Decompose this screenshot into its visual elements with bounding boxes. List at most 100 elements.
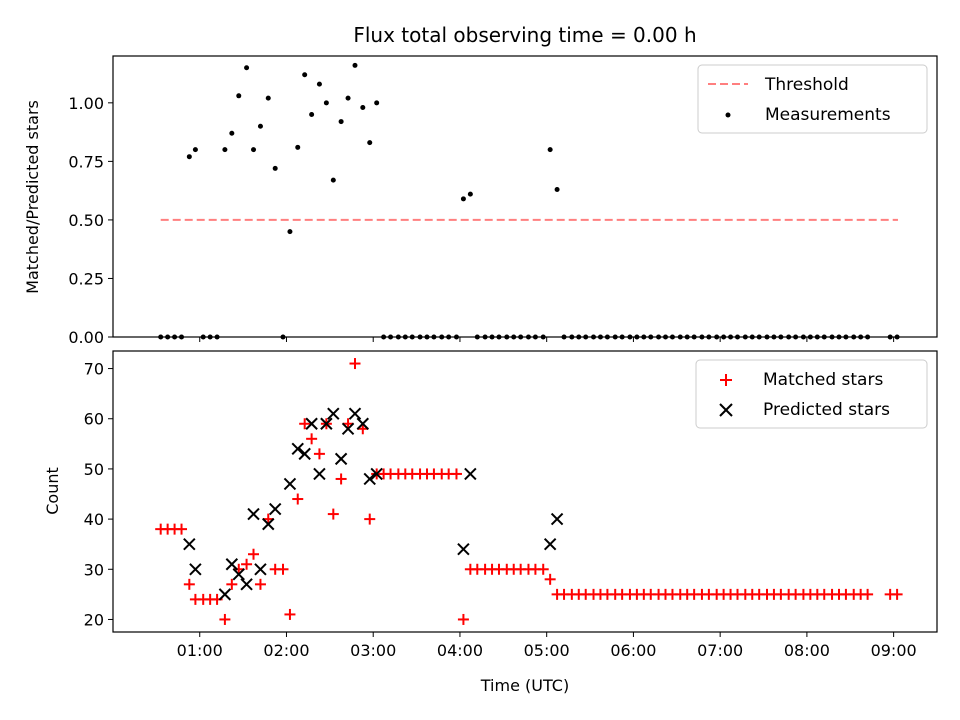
matched-star-point: [176, 523, 188, 535]
measurement-point: [251, 147, 257, 153]
y-tick-label: 40: [84, 510, 104, 529]
measurement-point: [222, 147, 228, 153]
predicted-star-point: [334, 452, 348, 466]
predicted-star-point: [247, 507, 260, 521]
ratio-y-axis-label: Matched/Predicted stars: [23, 100, 42, 294]
legend-predicted-label: Predicted stars: [763, 400, 890, 420]
measurement-point: [547, 147, 553, 153]
measurement-point: [309, 112, 315, 118]
y-tick-label: 0.75: [68, 152, 104, 171]
predicted-stars-markers: [183, 407, 564, 601]
x-tick-label: 08:00: [784, 641, 830, 660]
count-panel: 20 30 40 50 60 70 01:00 02:00 03:00 04:00 05:00 06…: [43, 350, 938, 695]
ratio-legend: Threshold Measurements: [697, 64, 928, 134]
predicted-star-point: [291, 442, 304, 456]
measurement-point: [330, 177, 336, 183]
y-tick-label: 50: [84, 460, 104, 479]
measurement-point: [295, 144, 301, 150]
predicted-star-point: [356, 417, 370, 430]
x-tick-label: 01:00: [177, 641, 223, 660]
x-tick-label: 02:00: [263, 641, 309, 660]
legend-matched-label: Matched stars: [763, 370, 883, 390]
y-tick-label: 0.25: [68, 269, 104, 288]
measurement-point: [467, 191, 473, 197]
measurement-point: [352, 62, 358, 68]
x-tick-label: 06:00: [610, 641, 656, 660]
predicted-star-point: [189, 563, 202, 576]
predicted-star-point: [363, 472, 376, 486]
predicted-star-point: [298, 447, 311, 461]
matched-star-point: [891, 588, 903, 600]
x-tick-label: 03:00: [350, 641, 396, 660]
measurement-point: [316, 81, 322, 87]
matched-star-point: [537, 563, 549, 575]
predicted-star-point: [543, 537, 557, 551]
legend-threshold-label: Threshold: [764, 75, 849, 95]
predicted-star-point: [183, 537, 196, 551]
measurement-point: [554, 186, 560, 192]
legend-measurements-label: Measurements: [765, 105, 891, 125]
predicted-star-point: [464, 467, 477, 481]
y-tick-label: 0.50: [68, 211, 104, 230]
matched-star-point: [292, 493, 304, 505]
predicted-star-point: [240, 578, 253, 591]
count-legend-box: [695, 359, 928, 429]
y-tick-label: 60: [84, 410, 104, 429]
matched-star-point: [219, 613, 231, 625]
matched-star-point: [349, 358, 361, 370]
measurement-point: [244, 65, 250, 71]
matched-star-point: [450, 468, 462, 480]
matched-star-point: [862, 588, 874, 600]
matched-star-point: [335, 473, 347, 485]
predicted-star-point: [327, 407, 340, 420]
matched-star-point: [364, 513, 376, 525]
matched-star-point: [254, 578, 266, 590]
matched-stars-markers: [155, 358, 903, 625]
predicted-star-point: [305, 417, 318, 430]
matched-star-point: [284, 608, 296, 620]
predicted-star-point: [262, 517, 275, 531]
matched-star-point: [277, 563, 289, 575]
measurement-point: [192, 147, 198, 153]
matched-star-point: [457, 613, 469, 625]
y-tick-label: 1.00: [68, 94, 104, 113]
legend-predicted-x: [719, 403, 733, 417]
matched-star-point: [183, 578, 195, 590]
legend-measurements-dot: [725, 112, 731, 118]
predicted-star-point: [232, 568, 245, 581]
measurement-point: [236, 93, 242, 99]
measurement-point: [323, 100, 329, 106]
measurement-point: [374, 100, 380, 106]
count-panel-frame: [112, 350, 938, 633]
ratio-y-ticks: 0.00 0.25 0.50 0.75 1.00: [68, 94, 113, 347]
predicted-star-point: [283, 477, 297, 491]
matched-star-point: [544, 573, 556, 585]
y-tick-label: 20: [84, 610, 104, 629]
x-tick-label: 04:00: [437, 641, 483, 660]
measurement-point: [360, 105, 366, 111]
y-tick-label: 30: [84, 560, 104, 579]
predicted-star-point: [341, 422, 355, 435]
measurement-point: [265, 95, 271, 101]
ratio-panel-frame: [112, 55, 938, 338]
matched-star-point: [226, 578, 238, 590]
matched-star-point: [241, 558, 253, 570]
predicted-star-point: [313, 467, 326, 481]
measurement-point: [287, 229, 293, 235]
measurement-point: [460, 196, 466, 202]
predicted-star-point: [320, 417, 333, 430]
measurement-point: [272, 165, 278, 171]
x-tick-label: 05:00: [524, 641, 570, 660]
predicted-star-point: [457, 542, 470, 556]
matched-star-point: [299, 418, 311, 430]
count-y-ticks: 20 30 40 50 60 70: [84, 360, 113, 629]
measurement-point: [338, 119, 344, 125]
ratio-panel: 0.00 0.25 0.50 0.75 1.00 Matched/Predicted s…: [23, 55, 938, 347]
y-tick-label: 0.00: [68, 328, 104, 347]
figure-title: Flux total observing time = 0.00 h: [353, 23, 696, 47]
measurement-point: [302, 72, 308, 78]
x-axis-label: Time (UTC): [480, 676, 569, 695]
measurement-point: [186, 154, 192, 160]
predicted-star-point: [218, 588, 232, 601]
